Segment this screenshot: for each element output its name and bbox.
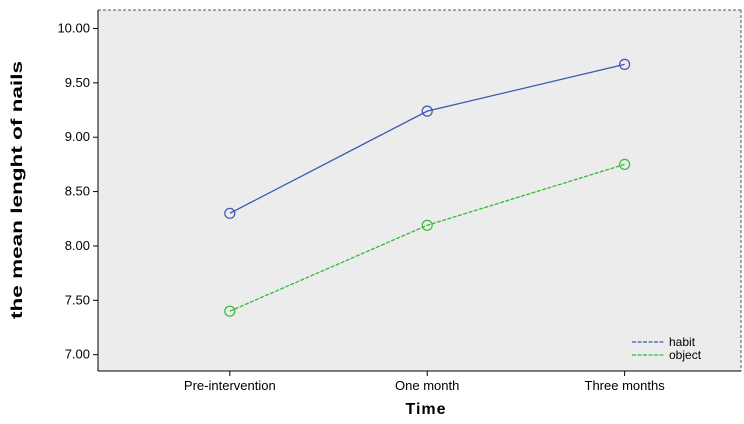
series-habit (224, 58, 631, 219)
legend-label-object: object (669, 348, 702, 362)
series-layer (224, 58, 631, 317)
legend-label-habit: habit (669, 335, 696, 349)
y-tick-label: 7.00 (65, 347, 90, 362)
y-axis-ticks: 7.00 7.50 8.00 8.50 9.00 9.50 10.00 (57, 20, 98, 362)
x-tick-label: One month (395, 378, 459, 393)
x-tick-label: Three months (585, 378, 666, 393)
x-tick-label: Pre-intervention (184, 378, 276, 393)
data-point-object (421, 219, 433, 231)
data-point-habit (619, 58, 631, 70)
data-point-habit (421, 105, 433, 117)
y-tick-label: 9.50 (65, 75, 90, 90)
y-tick-label: 7.50 (65, 292, 90, 307)
y-tick-label: 10.00 (57, 20, 90, 35)
y-tick-label: 8.00 (65, 238, 90, 253)
series-line-object (229, 163, 625, 312)
data-point-object (619, 158, 631, 171)
y-tick-label: 9.00 (65, 129, 90, 144)
x-axis-title: Time (405, 401, 446, 418)
series-line-habit (229, 63, 625, 214)
y-tick-label: 8.50 (65, 184, 90, 199)
y-axis-title: the mean lenght of nails (9, 61, 26, 319)
series-object (224, 158, 631, 317)
data-point-habit (224, 207, 236, 219)
data-point-object (224, 305, 236, 317)
x-axis-ticks: Pre-intervention One month Three months (184, 371, 665, 393)
plot-area (98, 10, 741, 371)
